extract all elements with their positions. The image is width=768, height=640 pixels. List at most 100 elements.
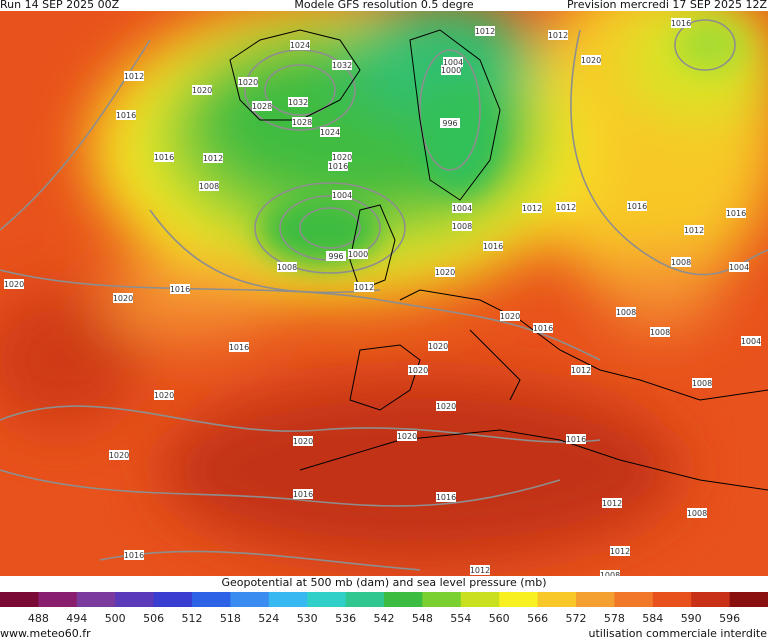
isobar-label: 1020 — [293, 437, 313, 446]
isobar-label: 1020 — [408, 366, 428, 375]
label-box — [408, 365, 428, 375]
colorbar-label: 494 — [66, 612, 87, 625]
label-box — [684, 225, 704, 235]
label-box — [326, 251, 346, 261]
label-box — [4, 279, 24, 289]
colorbar-label: 578 — [604, 612, 625, 625]
label-box — [475, 26, 495, 36]
isobar-label: 1028 — [252, 102, 272, 111]
isobar-label: 1012 — [124, 72, 144, 81]
label-box — [602, 498, 622, 508]
label-box — [332, 60, 352, 70]
colorbar-label: 596 — [719, 612, 740, 625]
colorbar-swatch — [0, 592, 39, 607]
label-box — [397, 431, 417, 441]
colorbar: 488 494 500 506 512 518 524 530 536 542 548 554 560 5… — [0, 592, 768, 625]
label-box — [443, 57, 463, 67]
label-box — [293, 489, 313, 499]
label-box — [320, 127, 340, 137]
site-label: www.meteo60.fr — [0, 627, 91, 640]
label-box — [650, 327, 670, 337]
colorbar-label: 536 — [335, 612, 356, 625]
label-box — [154, 152, 174, 162]
label-box — [203, 153, 223, 163]
label-box — [671, 257, 691, 267]
forecast-label: Prevision mercredi 17 SEP 2025 12Z — [567, 0, 767, 11]
isobar-label: 1016 — [170, 285, 190, 294]
colorbar-swatch — [268, 592, 308, 607]
label-box — [328, 161, 348, 171]
colorbar-swatch — [307, 592, 347, 607]
isobar-label: 1008 — [199, 182, 219, 191]
label-box — [548, 30, 568, 40]
label-box — [436, 401, 456, 411]
label-box — [627, 201, 647, 211]
isobar-label: 1032 — [332, 61, 352, 70]
isobar-label: 1008 — [600, 571, 620, 580]
label-box — [483, 241, 503, 251]
label-box — [500, 311, 520, 321]
colorbar-label: 584 — [642, 612, 663, 625]
isobar-label: 1016 — [154, 153, 174, 162]
colorbar-label: 530 — [297, 612, 318, 625]
isobar-label: 1012 — [602, 499, 622, 508]
label-box — [170, 284, 190, 294]
isobar-label: 1000 — [348, 250, 368, 259]
isobar-label: 1008 — [277, 263, 297, 272]
colorbar-label: 566 — [527, 612, 548, 625]
isobar-label: 1020 — [154, 391, 174, 400]
isobar-label: 1012 — [610, 547, 630, 556]
label-box — [332, 190, 352, 200]
isobar-label: 1016 — [124, 551, 144, 560]
isobar-label: 1016 — [328, 162, 348, 171]
label-box — [109, 450, 129, 460]
colorbar-label: 518 — [220, 612, 241, 625]
label-box — [332, 152, 352, 162]
label-box — [252, 101, 272, 111]
colorbar-label: 542 — [374, 612, 395, 625]
colorbar-swatch — [422, 592, 462, 607]
isobar-label: 1020 — [192, 86, 212, 95]
colorbar-swatch — [460, 592, 500, 607]
label-box — [729, 262, 749, 272]
colorbar-swatch — [115, 592, 155, 607]
isobar-label: 1020 — [397, 432, 417, 441]
isobar-label: 1016 — [627, 202, 647, 211]
label-box — [124, 550, 144, 560]
label-box — [124, 71, 144, 81]
colorbar-label: 572 — [566, 612, 587, 625]
isobar-label: 1020 — [581, 56, 601, 65]
isobar-label: 996 — [442, 119, 457, 128]
colorbar-label: 524 — [258, 612, 279, 625]
label-box — [229, 342, 249, 352]
isobar-label: 1016 — [566, 435, 586, 444]
colorbar-label: 512 — [182, 612, 203, 625]
label-box — [726, 208, 746, 218]
label-box — [556, 202, 576, 212]
colorbar-swatch — [499, 592, 539, 607]
colorbar-swatch — [345, 592, 385, 607]
isobar-label: 1032 — [288, 98, 308, 107]
label-box — [435, 267, 455, 277]
isobar-label: 1016 — [229, 343, 249, 352]
isobar-label: 1020 — [435, 268, 455, 277]
isobar-label: 1016 — [436, 493, 456, 502]
label-box — [600, 570, 620, 576]
colorbar-swatch — [652, 592, 692, 607]
isobar-label: 1004 — [332, 191, 352, 200]
isobar-label: 1008 — [692, 379, 712, 388]
label-box — [292, 117, 312, 127]
isobar-label: 1012 — [203, 154, 223, 163]
colorbar-swatch — [729, 592, 768, 607]
colorbar-swatch — [691, 592, 731, 607]
isobar-label: 1004 — [729, 263, 749, 272]
isobar-label: 1016 — [483, 242, 503, 251]
label-box — [290, 40, 310, 50]
isobar-label: 1020 — [113, 294, 133, 303]
label-box — [192, 85, 212, 95]
colorbar-swatch — [576, 592, 615, 607]
isobar-label: 1020 — [436, 402, 456, 411]
label-box — [293, 436, 313, 446]
